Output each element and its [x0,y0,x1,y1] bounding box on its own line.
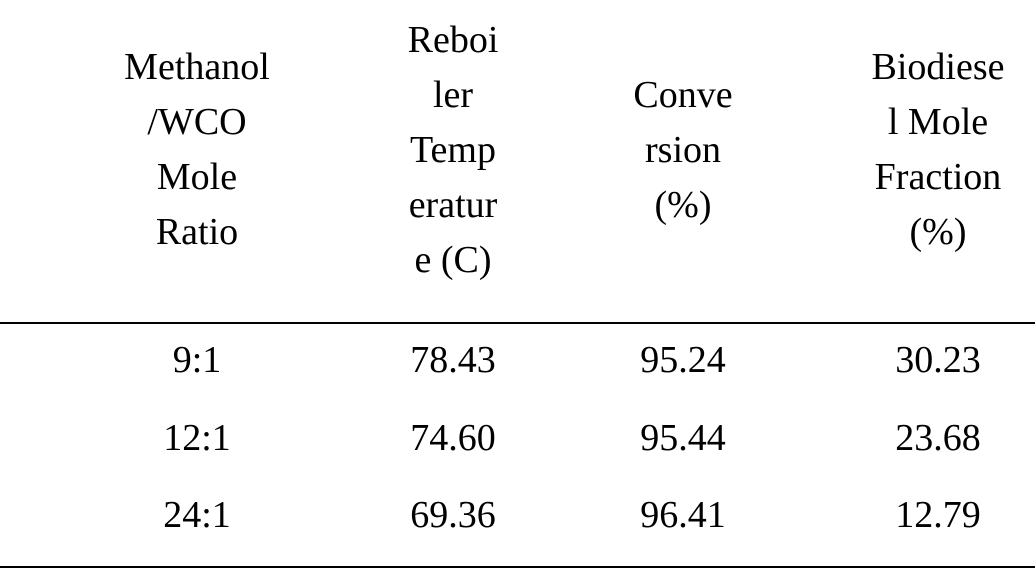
header-line: (%) [654,183,712,226]
table-cell: 30.23 [895,339,981,381]
header-line: Conve [633,73,733,116]
header-line: Fraction [874,156,1002,198]
header-line: Temp [410,128,496,171]
header-cell: Methanol/WCO Mole Ratio [77,0,317,300]
header-line: rsion [645,128,721,171]
header-line: Methanol [124,46,270,88]
header-line: eratur [408,183,498,226]
header-cell: Reboi ler Temp eratur e (C) [333,0,573,300]
table-cell: 69.36 [410,494,496,536]
bottom-rule [0,566,1035,568]
header-cell: Biodiese l Mole Fraction (%) [818,0,1035,300]
header-line: Ratio [155,211,239,253]
table-cell: 95.24 [640,339,726,381]
table-cell: 12.79 [895,494,981,536]
table-cell: 74.60 [410,417,496,459]
table-cell: 96.41 [640,494,726,536]
header-line: l Mole [887,101,989,143]
table-cell: 12:1 [163,417,231,459]
header-line: /WCO [147,101,247,143]
header-line: Biodiese [871,46,1005,88]
table-cell: 95.44 [640,417,726,459]
header-line: Mole [156,156,238,198]
header-cell: Conve rsion (%) [563,0,803,300]
header-rule [0,322,1035,324]
table-cell: 78.43 [410,339,496,381]
table-cell: 24:1 [163,494,231,536]
header-line: (%) [909,211,967,253]
header-line: e (C) [414,238,492,281]
table-cell: 9:1 [172,339,222,381]
header-line: Reboi [407,18,499,61]
table-cell: 23.68 [895,417,981,459]
header-line: ler [432,73,474,116]
